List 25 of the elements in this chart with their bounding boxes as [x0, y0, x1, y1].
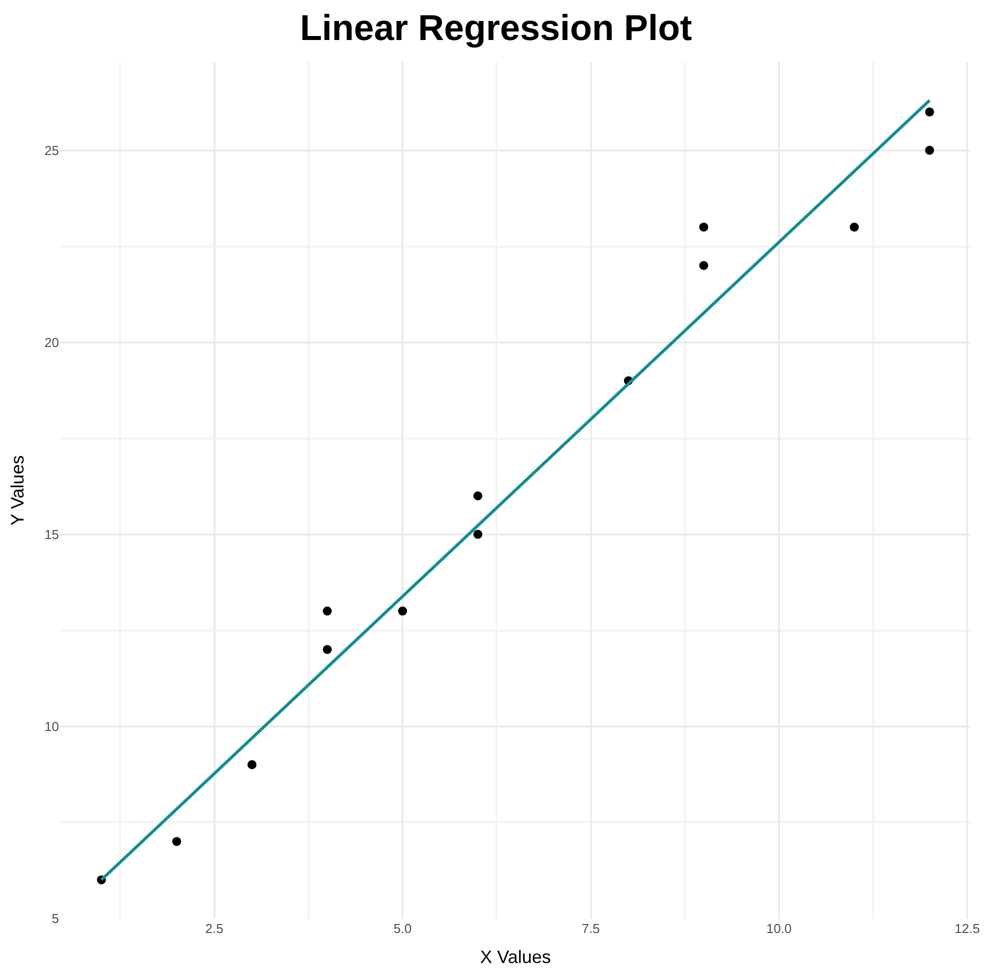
point [699, 222, 708, 232]
point [172, 836, 182, 846]
point [398, 606, 408, 616]
point [473, 491, 482, 500]
y-tick-label: 10 [44, 718, 59, 734]
x-axis-title: X Values [480, 947, 551, 968]
x-tick-label: 2.5 [205, 921, 224, 936]
chart-title: Linear Regression Plot [300, 6, 692, 48]
y-tick-label: 15 [44, 526, 59, 542]
point [473, 530, 482, 539]
point [322, 644, 332, 654]
point [247, 760, 256, 770]
point [925, 146, 934, 155]
point [699, 261, 708, 270]
y-tick-label: 5 [52, 910, 59, 926]
point [925, 107, 934, 116]
y-tick-label: 20 [44, 334, 59, 350]
x-tick-label: 10.0 [766, 921, 792, 936]
x-tick-label: 5.0 [394, 921, 412, 936]
point [322, 606, 332, 616]
point [850, 222, 859, 232]
y-axis-title: Y Values [8, 455, 28, 526]
x-tick-label: 12.5 [954, 921, 980, 936]
y-tick-label: 25 [44, 142, 59, 158]
x-tick-label: 7.5 [582, 921, 600, 936]
